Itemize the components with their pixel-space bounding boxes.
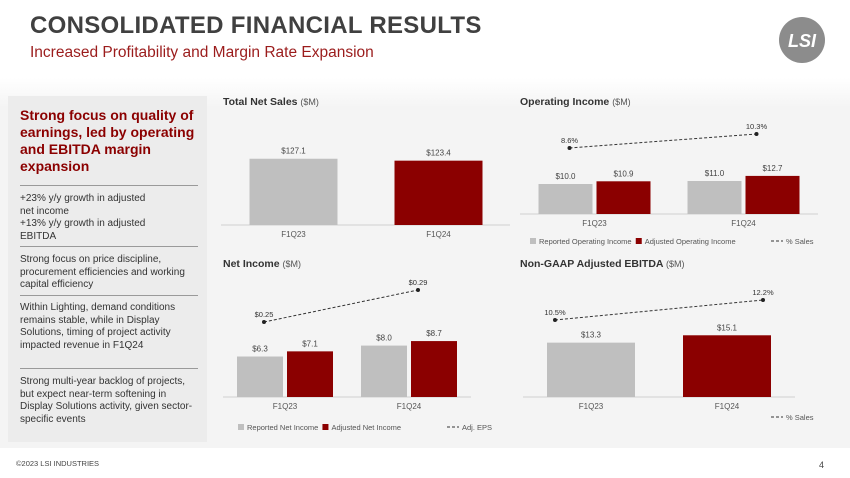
trend-line [554,299,764,321]
bar-f1q23 [249,158,338,225]
trend-label: $0.29 [409,278,428,287]
legend-label: % Sales [786,237,814,246]
bar-f1q23-s0 [237,356,283,397]
trend-label: 10.3% [746,122,768,131]
bar-f1q24-s0 [361,345,407,397]
summary-bullet-growth: +23% y/y growth in adjusted net income +… [20,193,146,242]
bar-f1q23-s0 [538,184,593,214]
trend-label: 8.6% [561,136,578,145]
bar-f1q23-s1 [287,351,333,397]
bar-value-label: $123.4 [426,149,451,158]
divider [20,295,198,296]
net-sales-title: Total Net Sales ($M) [223,96,319,108]
trend-point [262,320,266,324]
trend-point [567,146,572,150]
net-income-chart: $6.3 $7.1 F1Q23 $8.0 $8.7 F1Q24 $0.25 $0.29 Repo… [223,278,492,432]
divider [20,185,198,186]
bar-value-label: $6.3 [252,345,268,354]
bar-value-label: $11.0 [705,169,725,178]
legend-swatch [322,424,329,430]
summary-bullet-backlog: Strong multi-year backlog of projects, b… [20,376,193,425]
trend-label: 12.2% [752,288,774,297]
bar-f1q23-s1 [596,181,651,214]
page-title: CONSOLIDATED FINANCIAL RESULTS [30,12,482,39]
trend-label: 10.5% [544,308,566,317]
divider [20,246,198,247]
bar-f1q24-s1 [411,341,457,397]
x-tick-label: F1Q24 [397,402,422,411]
legend-label: Adjusted Net Income [331,423,401,432]
legend-label: Reported Operating Income [539,237,632,246]
net-sales-chart: $127.1 F1Q23 $123.4 F1Q24 [221,147,510,239]
bar-f1q24 [683,335,771,397]
trend-point [553,318,557,322]
legend-label: Reported Net Income [247,423,318,432]
x-tick-label: F1Q24 [715,402,740,411]
bar-value-label: $10.9 [613,169,634,178]
legend-label: % Sales [786,413,814,422]
legend-swatch [635,238,642,244]
ebitda-title: Non-GAAP Adjusted EBITDA ($M) [520,258,685,270]
summary-panel: Strong focus on quality of earnings, led… [8,96,207,442]
bar-value-label: $15.1 [717,323,738,332]
bar-f1q24 [394,160,483,225]
trend-line [569,133,757,149]
legend-label: Adj. EPS [462,423,492,432]
trend-line [263,289,419,323]
x-tick-label: F1Q23 [281,230,306,239]
x-tick-label: F1Q23 [582,219,607,228]
bar-f1q24-s1 [745,175,800,214]
legend-label: Adjusted Operating Income [645,237,736,246]
bar-f1q24-s0 [687,181,742,214]
operating-income-title: Operating Income ($M) [520,96,631,108]
bar-value-label: $12.7 [762,164,783,173]
x-tick-label: F1Q24 [731,219,756,228]
page-subtitle: Increased Profitability and Margin Rate … [30,44,374,61]
trend-point [761,298,765,302]
operating-income-chart: $10.0 $10.9 F1Q23 $11.0 $12.7 F1Q24 8.6% 10.3% R… [520,122,818,246]
x-tick-label: F1Q24 [426,230,451,239]
trend-label: $0.25 [255,310,274,319]
summary-heading: Strong focus on quality of earnings, led… [20,107,195,174]
x-tick-label: F1Q23 [273,402,298,411]
bar-value-label: $127.1 [281,147,306,156]
trend-point [416,288,420,292]
bar-value-label: $7.1 [302,339,318,348]
ebitda-chart: $13.3 F1Q23 $15.1 F1Q24 10.5% 12.2% % Sales [523,288,814,422]
bar-value-label: $8.0 [376,334,392,343]
summary-bullet-pricing: Strong focus on price discipline, procur… [20,254,185,291]
svg-text:LSI: LSI [788,31,817,51]
page-number: 4 [819,460,825,470]
legend-swatch [238,424,244,430]
net-income-title: Net Income ($M) [223,258,302,270]
legend-swatch [530,238,536,244]
bar-value-label: $8.7 [426,329,442,338]
trend-point [754,132,759,136]
lsi-logo: LSI [779,17,825,63]
divider [20,368,198,369]
bar-f1q23 [547,342,635,397]
x-tick-label: F1Q23 [579,402,604,411]
bar-value-label: $10.0 [555,172,576,181]
summary-bullet-lighting: Within Lighting, demand conditions remai… [20,302,176,351]
bar-value-label: $13.3 [581,331,602,340]
copyright-footer: ©2023 LSI INDUSTRIES [16,459,100,468]
